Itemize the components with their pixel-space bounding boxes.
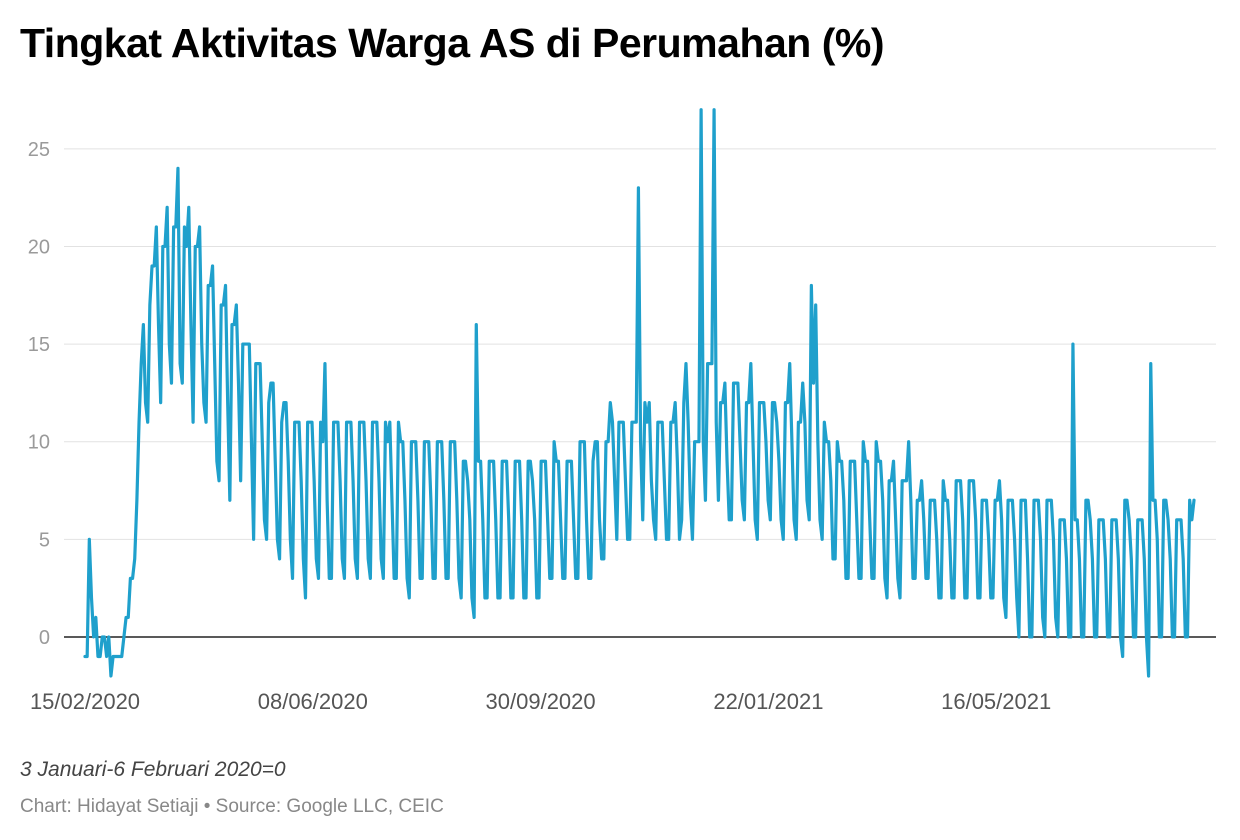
x-tick-label: 08/06/2020 [258, 689, 368, 714]
y-tick-label: 10 [28, 432, 50, 454]
y-tick-label: 25 [28, 139, 50, 161]
y-tick-label: 15 [28, 334, 50, 356]
x-axis-ticks: 15/02/2020 08/06/2020 30/09/2020 22/01/2021… [30, 689, 1051, 714]
y-tick-label: 5 [39, 529, 50, 551]
chart-credit: Chart: Hidayat Setiaji • Source: Google … [20, 796, 444, 817]
line-layer [83, 108, 1196, 678]
x-tick-label: 22/01/2021 [713, 689, 823, 714]
y-axis-ticks: 0 5 10 15 20 25 [28, 139, 50, 649]
chart-note: 3 Januari-6 Februari 2020=0 [20, 758, 286, 781]
x-tick-label: 30/09/2020 [486, 689, 596, 714]
chart-title: Tingkat Aktivitas Warga AS di Perumahan … [20, 20, 884, 66]
x-tick-label: 15/02/2020 [30, 689, 140, 714]
series-line [83, 108, 1196, 678]
y-tick-label: 0 [39, 627, 50, 649]
x-tick-label: 16/05/2021 [941, 689, 1051, 714]
y-tick-label: 20 [28, 236, 50, 258]
